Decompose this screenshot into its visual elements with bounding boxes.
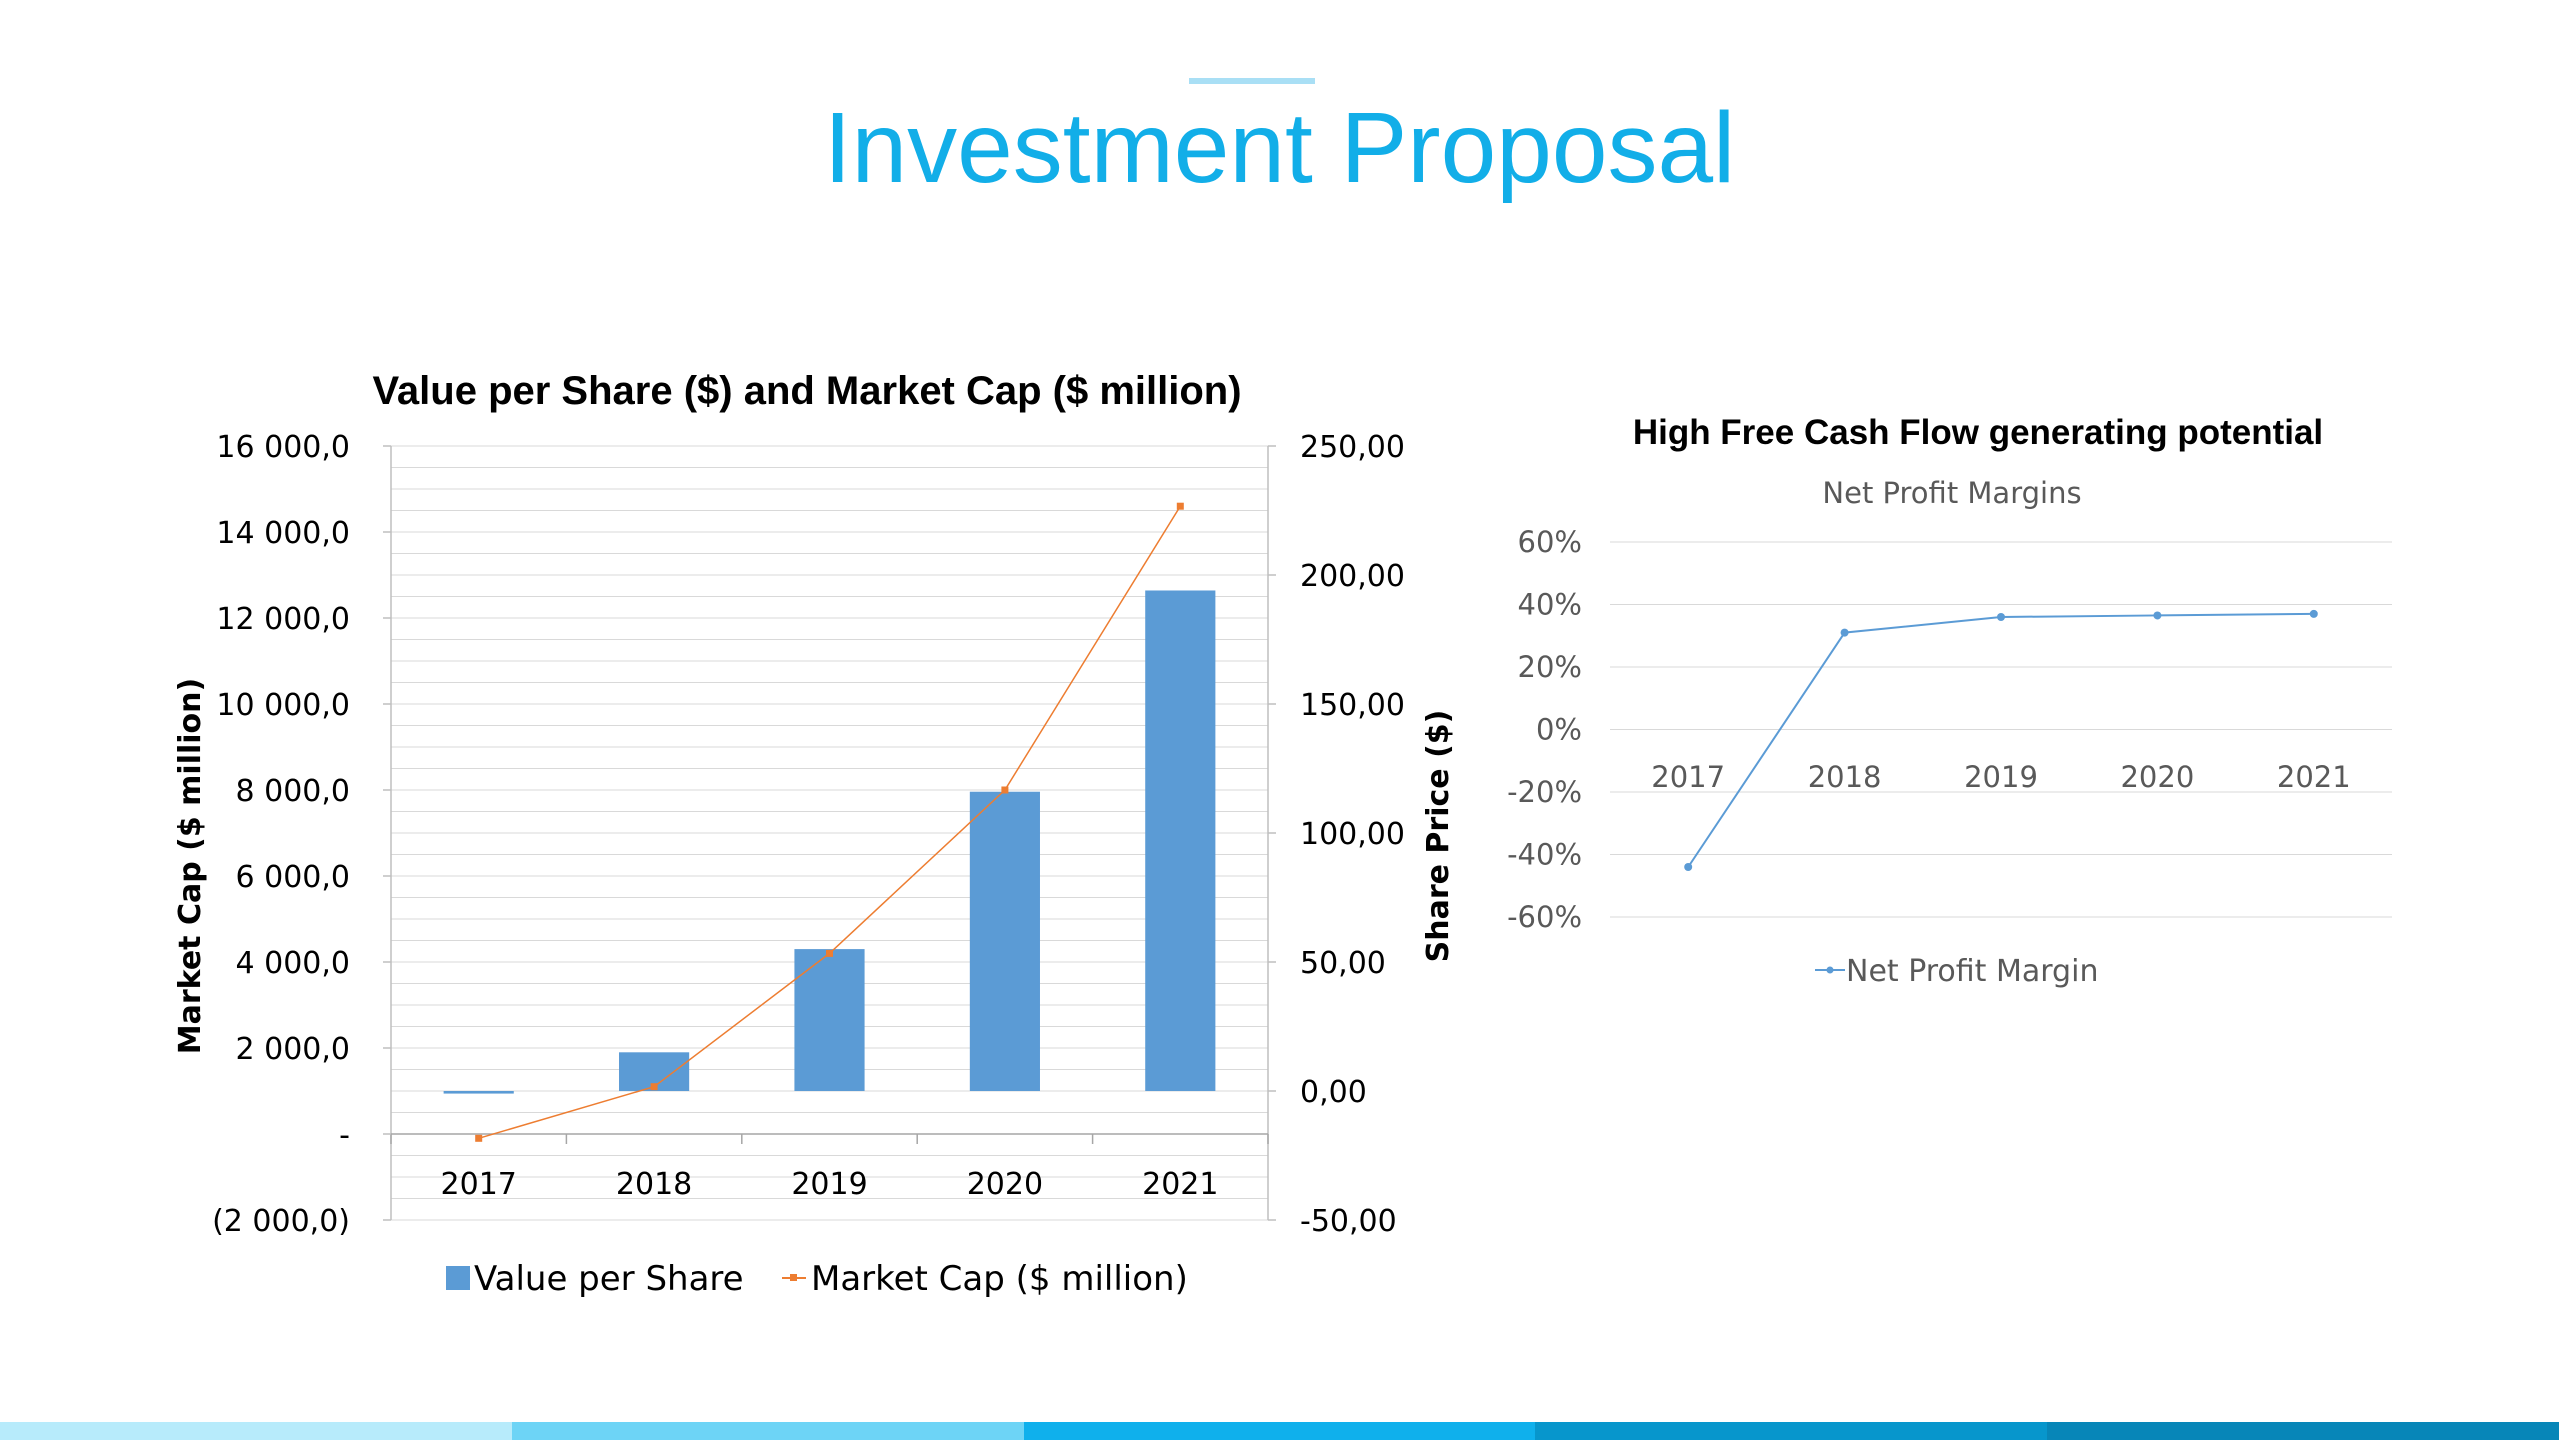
category-label: 2019 bbox=[791, 1167, 867, 1202]
category-label: 2017 bbox=[441, 1167, 517, 1202]
y-tick-label: 0% bbox=[1536, 713, 1582, 747]
left-tick-label: 14 000,0 bbox=[216, 516, 350, 551]
point-net-profit bbox=[2309, 609, 2318, 618]
chart1-legend: Value per Share Market Cap ($ million) bbox=[446, 1259, 1188, 1299]
category-label: 2017 bbox=[1651, 760, 1725, 794]
title-accent-line bbox=[1189, 78, 1315, 84]
footer-bar-segment bbox=[1535, 1422, 2048, 1440]
point-net-profit bbox=[2153, 611, 2162, 620]
chart1-gridlines bbox=[391, 445, 1268, 1221]
legend-swatch-net-profit-marker bbox=[1826, 966, 1834, 974]
bar-value-per-share bbox=[969, 791, 1040, 1091]
chart2-net-profit-line bbox=[1684, 609, 2318, 871]
point-market-cap bbox=[1176, 502, 1184, 510]
footer-bar-segment bbox=[511, 1422, 1024, 1440]
legend-swatch-value-per-share bbox=[446, 1266, 470, 1290]
footer-bar-segment bbox=[0, 1422, 512, 1440]
left-tick-label: - bbox=[339, 1118, 350, 1153]
category-label: 2018 bbox=[616, 1167, 692, 1202]
category-label: 2021 bbox=[1142, 1167, 1218, 1202]
left-tick-label: 10 000,0 bbox=[216, 688, 350, 723]
point-market-cap bbox=[1001, 786, 1009, 794]
chart2-title: Net Profit Margins bbox=[1822, 476, 2081, 510]
left-tick-label: 12 000,0 bbox=[216, 602, 350, 637]
left-tick-label: 8 000,0 bbox=[235, 774, 350, 809]
chart1-bars bbox=[443, 590, 1216, 1094]
chart1-left-axis-label: Market Cap ($ million) bbox=[173, 678, 208, 1054]
y-tick-label: 60% bbox=[1518, 525, 1582, 559]
legend-swatch-market-cap-marker bbox=[790, 1274, 797, 1281]
footer-bar-segment bbox=[2047, 1422, 2559, 1440]
left-tick-label: 6 000,0 bbox=[235, 860, 350, 895]
footer-bar-segment bbox=[1023, 1422, 1536, 1440]
right-tick-label: 150,00 bbox=[1300, 688, 1405, 723]
left-tick-label: 2 000,0 bbox=[235, 1032, 350, 1067]
legend-label-market-cap: Market Cap ($ million) bbox=[811, 1259, 1188, 1299]
point-market-cap bbox=[475, 1134, 483, 1142]
chart2-legend: Net Profit Margin bbox=[1815, 954, 2098, 989]
category-label: 2020 bbox=[2120, 760, 2194, 794]
y-tick-label: -60% bbox=[1507, 900, 1582, 934]
y-tick-label: -20% bbox=[1507, 775, 1582, 809]
chart1-right-axis-label: Share Price ($) bbox=[1421, 710, 1456, 963]
right-tick-label: 100,00 bbox=[1300, 817, 1405, 852]
chart1-market-cap-line bbox=[475, 502, 1184, 1142]
category-label: 2020 bbox=[967, 1167, 1043, 1202]
page-title: Investment Proposal bbox=[823, 92, 1736, 204]
point-market-cap bbox=[826, 949, 833, 957]
left-tick-label: (2 000,0) bbox=[212, 1204, 350, 1239]
bar-value-per-share bbox=[1145, 590, 1216, 1091]
point-net-profit bbox=[1684, 863, 1693, 871]
y-tick-label: 40% bbox=[1518, 588, 1582, 622]
category-label: 2021 bbox=[2277, 760, 2351, 794]
net-profit-margin-chart: High Free Cash Flow generating potential… bbox=[1507, 413, 2392, 989]
right-tick-label: 250,00 bbox=[1300, 430, 1405, 465]
category-label: 2019 bbox=[1964, 760, 2038, 794]
series-line-net-profit bbox=[1687, 612, 2314, 868]
left-tick-label: 16 000,0 bbox=[216, 430, 350, 465]
chart2-tick-labels: 60% 40% 20% 0% -20% -40% -60% 2017 2018 2019 2020 2… bbox=[1507, 525, 2351, 934]
chart1-tick-labels: 16 000,0 14 000,0 12 000,0 10 000,0 8 000,0 6… bbox=[212, 430, 1405, 1239]
point-market-cap bbox=[650, 1083, 658, 1091]
chart2-gridlines bbox=[1610, 541, 2392, 918]
value-market-cap-chart: Value per Share ($) and Market Cap ($ mi… bbox=[173, 369, 1456, 1299]
point-net-profit bbox=[1840, 628, 1849, 637]
legend-label-net-profit: Net Profit Margin bbox=[1846, 954, 2098, 989]
chart2-heading: High Free Cash Flow generating potential bbox=[1633, 413, 2323, 452]
bar-value-per-share bbox=[794, 949, 865, 1091]
footer-color-bar bbox=[0, 1422, 2559, 1440]
category-label: 2018 bbox=[1808, 760, 1882, 794]
left-tick-label: 4 000,0 bbox=[235, 946, 350, 981]
chart1-title: Value per Share ($) and Market Cap ($ mi… bbox=[372, 369, 1241, 413]
right-tick-label: 200,00 bbox=[1300, 559, 1405, 594]
right-tick-label: 0,00 bbox=[1300, 1075, 1367, 1110]
y-tick-label: 20% bbox=[1518, 650, 1582, 684]
bar-value-per-share bbox=[443, 1091, 514, 1094]
right-tick-label: 50,00 bbox=[1300, 946, 1386, 981]
legend-label-value-per-share: Value per Share bbox=[474, 1259, 744, 1299]
y-tick-label: -40% bbox=[1507, 838, 1582, 872]
point-net-profit bbox=[1997, 613, 2005, 621]
right-tick-label: -50,00 bbox=[1300, 1204, 1397, 1239]
